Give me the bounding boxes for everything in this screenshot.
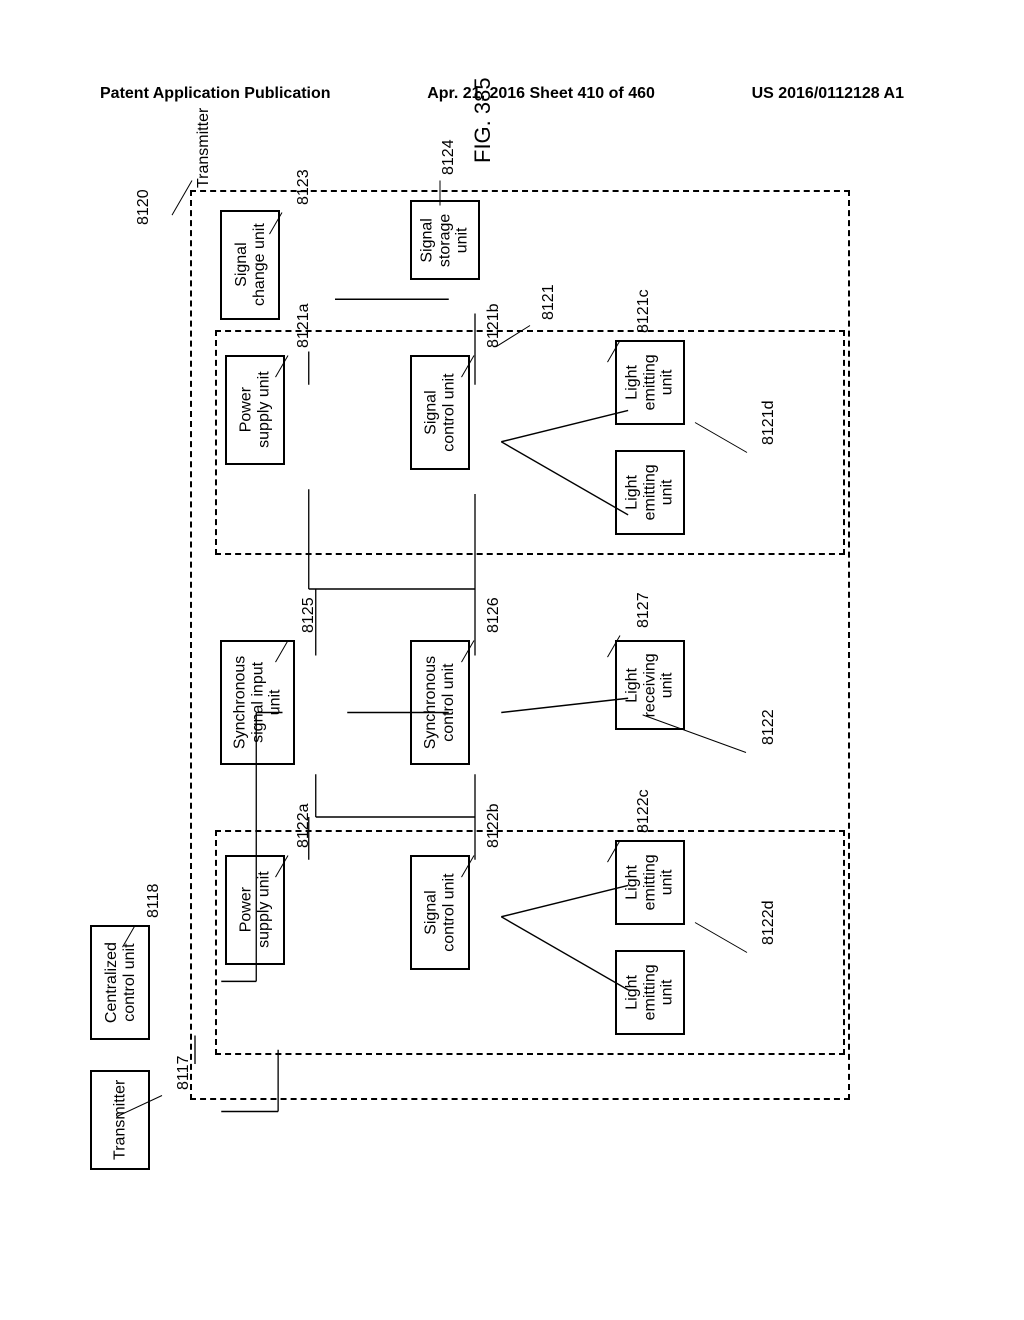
- synchronous-control-unit: Synchronouscontrol unit: [410, 640, 470, 765]
- header-right: US 2016/0112128 A1: [752, 85, 904, 103]
- ref-8121: 8121: [540, 284, 558, 320]
- ref-8122d: 8122d: [760, 901, 778, 946]
- signal-change-unit: Signalchange unit: [220, 210, 280, 320]
- signal-control-unit-1: Signalcontrol unit: [410, 355, 470, 470]
- figure-label: FIG. 385: [470, 77, 496, 163]
- group-8122-box: [215, 830, 845, 1055]
- ref-8123: 8123: [295, 169, 313, 205]
- light-emitting-unit-2d: Lightemittingunit: [615, 950, 685, 1035]
- ref-8121a: 8121a: [295, 304, 313, 349]
- page-header: Patent Application Publication Apr. 21, …: [0, 85, 1024, 103]
- diagram: FIG. 385 Centralizedcontrol unit Transmi…: [160, 190, 860, 1140]
- synchronous-signal-input-unit: Synchronoussignal inputunit: [220, 640, 295, 765]
- ref-8118: 8118: [145, 884, 163, 918]
- transmitter-8117: Transmitter: [90, 1070, 150, 1170]
- ref-8122a: 8122a: [295, 804, 313, 849]
- signal-control-unit-2: Signalcontrol unit: [410, 855, 470, 970]
- header-center: Apr. 21, 2016 Sheet 410 of 460: [427, 85, 655, 103]
- ref-8121b: 8121b: [485, 304, 503, 349]
- ref-8121d: 8121d: [760, 401, 778, 446]
- ref-8124: 8124: [440, 139, 458, 175]
- ref-8122: 8122: [760, 709, 778, 745]
- ref-8121c: 8121c: [635, 289, 653, 333]
- ref-8122c: 8122c: [635, 789, 653, 833]
- ref-8126: 8126: [485, 597, 503, 633]
- power-supply-unit-2: Powersupply unit: [225, 855, 285, 965]
- ref-8125: 8125: [300, 597, 318, 633]
- light-emitting-unit-1d: Lightemittingunit: [615, 450, 685, 535]
- header-left: Patent Application Publication: [100, 85, 331, 103]
- light-emitting-unit-1c: Lightemittingunit: [615, 340, 685, 425]
- power-supply-unit-1: Powersupply unit: [225, 355, 285, 465]
- ref-8120: 8120: [135, 189, 153, 225]
- ref-8127: 8127: [635, 592, 653, 628]
- centralized-control-unit: Centralizedcontrol unit: [90, 925, 150, 1040]
- group-8121-box: [215, 330, 845, 555]
- signal-storage-unit: Signalstorageunit: [410, 200, 480, 280]
- ref-8122b: 8122b: [485, 804, 503, 849]
- light-emitting-unit-2c: Lightemittingunit: [615, 840, 685, 925]
- transmitter-label: Transmitter: [195, 108, 213, 188]
- ref-8117: 8117: [175, 1056, 193, 1090]
